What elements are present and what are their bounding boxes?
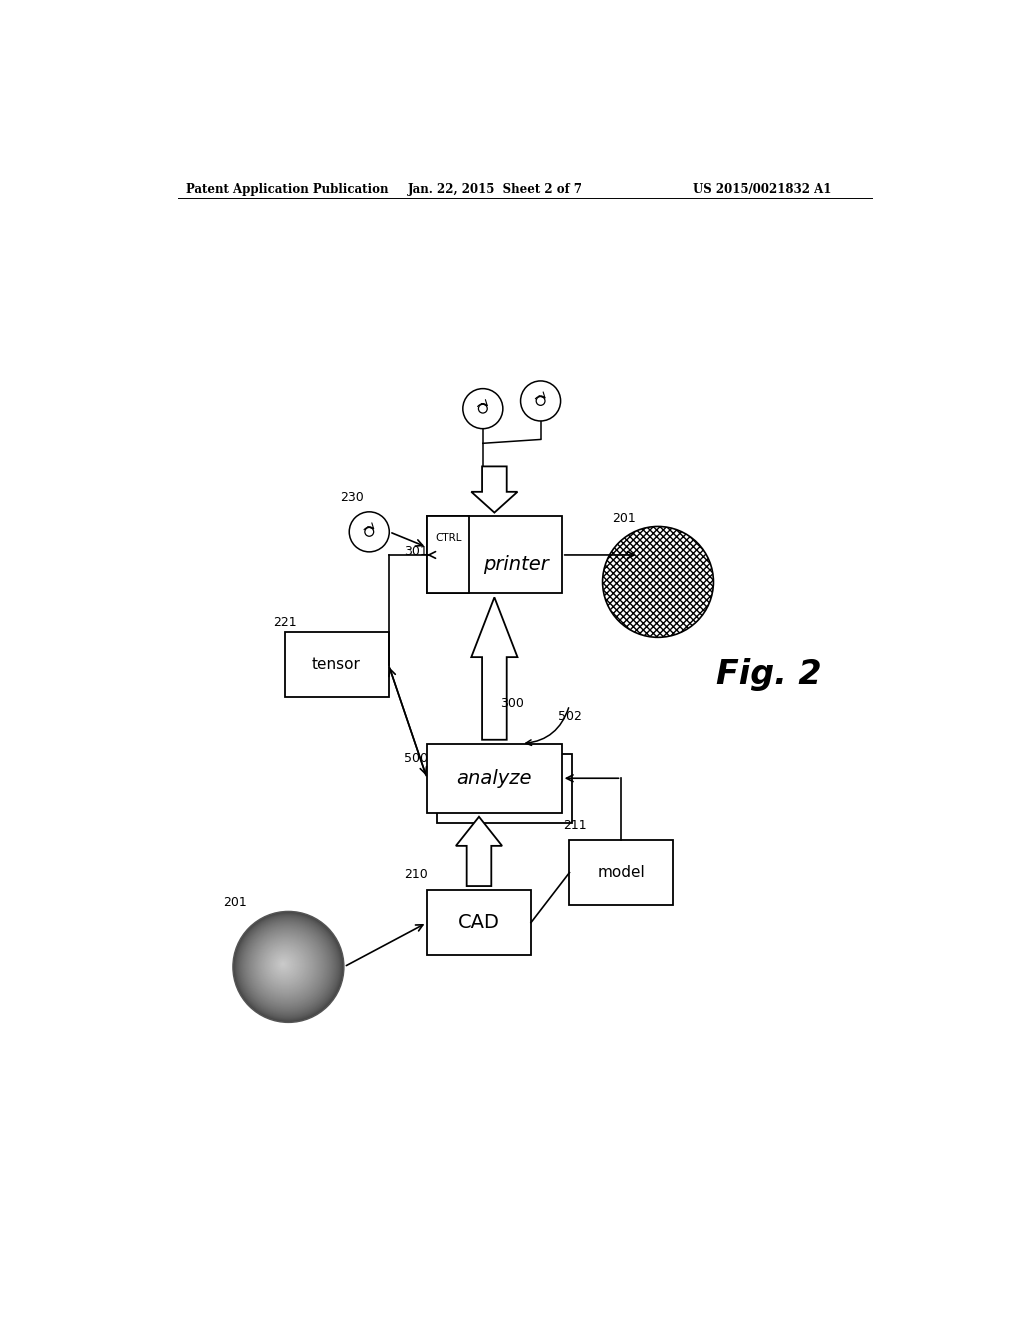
Ellipse shape bbox=[242, 920, 334, 1012]
Ellipse shape bbox=[245, 924, 330, 1008]
Ellipse shape bbox=[252, 932, 321, 1001]
Ellipse shape bbox=[260, 940, 310, 990]
Ellipse shape bbox=[256, 936, 315, 995]
Ellipse shape bbox=[234, 913, 342, 1020]
Ellipse shape bbox=[253, 932, 319, 999]
Polygon shape bbox=[471, 598, 517, 739]
Circle shape bbox=[520, 381, 560, 421]
Ellipse shape bbox=[278, 958, 289, 970]
Ellipse shape bbox=[258, 937, 313, 993]
Circle shape bbox=[463, 388, 503, 429]
Ellipse shape bbox=[281, 961, 286, 968]
Ellipse shape bbox=[268, 949, 300, 981]
Bar bbox=[427, 890, 531, 956]
Ellipse shape bbox=[264, 945, 305, 986]
Ellipse shape bbox=[248, 927, 326, 1005]
Ellipse shape bbox=[263, 942, 307, 987]
Ellipse shape bbox=[244, 923, 331, 1010]
Ellipse shape bbox=[233, 911, 344, 1022]
Text: 221: 221 bbox=[273, 616, 297, 630]
Circle shape bbox=[602, 527, 714, 638]
Ellipse shape bbox=[265, 945, 304, 985]
Ellipse shape bbox=[247, 927, 327, 1006]
Circle shape bbox=[349, 512, 389, 552]
Bar bbox=[427, 516, 562, 594]
Polygon shape bbox=[471, 466, 517, 512]
Ellipse shape bbox=[246, 924, 329, 1007]
Text: CAD: CAD bbox=[458, 913, 500, 932]
Ellipse shape bbox=[262, 942, 308, 989]
Text: 502: 502 bbox=[558, 710, 582, 723]
Text: CTRL: CTRL bbox=[435, 533, 462, 543]
Polygon shape bbox=[456, 817, 502, 886]
Ellipse shape bbox=[282, 964, 284, 965]
Ellipse shape bbox=[271, 952, 297, 978]
Ellipse shape bbox=[240, 919, 336, 1015]
Text: 230: 230 bbox=[340, 491, 364, 504]
Ellipse shape bbox=[261, 941, 309, 990]
Ellipse shape bbox=[255, 935, 316, 997]
Ellipse shape bbox=[282, 962, 285, 966]
Circle shape bbox=[365, 528, 374, 536]
Ellipse shape bbox=[237, 915, 340, 1019]
Circle shape bbox=[537, 396, 545, 405]
Ellipse shape bbox=[276, 957, 291, 972]
Ellipse shape bbox=[238, 916, 338, 1016]
Text: 201: 201 bbox=[223, 896, 247, 908]
Ellipse shape bbox=[233, 912, 343, 1022]
Text: Jan. 22, 2015  Sheet 2 of 7: Jan. 22, 2015 Sheet 2 of 7 bbox=[408, 183, 583, 197]
Text: model: model bbox=[598, 865, 645, 880]
Ellipse shape bbox=[270, 950, 298, 978]
Ellipse shape bbox=[266, 946, 303, 983]
Text: Fig. 2: Fig. 2 bbox=[716, 657, 821, 690]
Bar bbox=[427, 516, 469, 594]
Ellipse shape bbox=[264, 944, 306, 986]
Ellipse shape bbox=[239, 917, 337, 1015]
Ellipse shape bbox=[255, 935, 317, 997]
Ellipse shape bbox=[257, 937, 314, 994]
Ellipse shape bbox=[259, 939, 312, 993]
Ellipse shape bbox=[272, 953, 295, 975]
Text: 500: 500 bbox=[403, 752, 428, 766]
Text: analyze: analyze bbox=[457, 768, 532, 788]
Ellipse shape bbox=[273, 954, 294, 974]
Text: 211: 211 bbox=[563, 820, 587, 833]
Text: 201: 201 bbox=[611, 512, 636, 525]
Ellipse shape bbox=[249, 928, 325, 1005]
Ellipse shape bbox=[238, 916, 339, 1018]
Ellipse shape bbox=[280, 961, 287, 968]
Text: 300: 300 bbox=[501, 697, 524, 710]
Text: printer: printer bbox=[482, 554, 549, 574]
Text: 210: 210 bbox=[403, 869, 428, 880]
Text: tensor: tensor bbox=[312, 657, 361, 672]
Bar bbox=[569, 840, 674, 906]
Ellipse shape bbox=[247, 925, 328, 1007]
Ellipse shape bbox=[254, 933, 318, 998]
Ellipse shape bbox=[241, 919, 335, 1014]
Ellipse shape bbox=[242, 921, 333, 1011]
Ellipse shape bbox=[251, 929, 323, 1002]
Text: Patent Application Publication: Patent Application Publication bbox=[186, 183, 388, 197]
Ellipse shape bbox=[279, 960, 288, 969]
Circle shape bbox=[478, 404, 487, 413]
Bar bbox=[437, 754, 571, 822]
Ellipse shape bbox=[259, 940, 311, 991]
Ellipse shape bbox=[278, 958, 290, 972]
Text: 301: 301 bbox=[403, 545, 428, 557]
Ellipse shape bbox=[274, 956, 293, 974]
Ellipse shape bbox=[268, 948, 301, 982]
Text: US 2015/0021832 A1: US 2015/0021832 A1 bbox=[692, 183, 831, 197]
Ellipse shape bbox=[250, 929, 324, 1003]
Ellipse shape bbox=[269, 950, 299, 979]
Ellipse shape bbox=[243, 921, 332, 1011]
Bar bbox=[285, 632, 388, 697]
Ellipse shape bbox=[275, 956, 292, 973]
Ellipse shape bbox=[251, 931, 322, 1001]
Ellipse shape bbox=[272, 953, 296, 977]
Bar bbox=[427, 743, 562, 813]
Ellipse shape bbox=[267, 948, 302, 982]
Ellipse shape bbox=[236, 913, 341, 1019]
